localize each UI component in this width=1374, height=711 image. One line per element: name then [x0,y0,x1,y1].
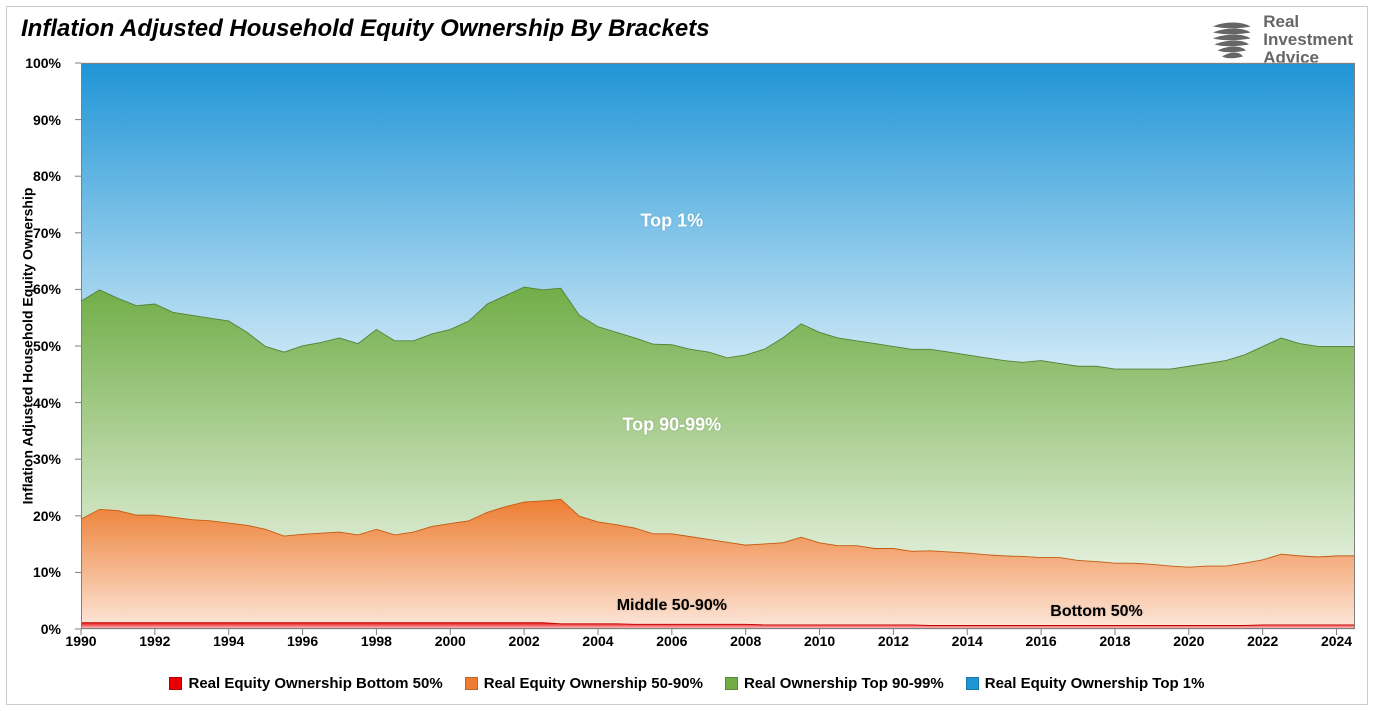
legend: Real Equity Ownership Bottom 50% Real Equ… [7,675,1367,692]
brand-block: Real Investment Advice [1207,13,1353,67]
chart-title: Inflation Adjusted Household Equity Owne… [21,15,710,43]
area-label: Bottom 50% [1050,603,1142,621]
legend-label: Real Ownership Top 90-99% [744,675,944,692]
x-tick-label: 2012 [878,633,909,649]
area-label: Middle 50-90% [617,597,727,615]
wing-icon [1207,16,1255,64]
legend-swatch [169,677,182,690]
y-tick-label: 60% [1,281,61,297]
y-tick-label: 20% [1,508,61,524]
y-tick-label: 90% [1,112,61,128]
x-tick-label: 1990 [65,633,96,649]
x-tick-label: 1998 [361,633,392,649]
legend-swatch [725,677,738,690]
y-tick-label: 80% [1,168,61,184]
y-tick-label: 100% [1,55,61,71]
y-tick-label: 70% [1,225,61,241]
x-tick-label: 1992 [139,633,170,649]
x-tick-label: 1994 [213,633,244,649]
x-tick-label: 2016 [1026,633,1057,649]
x-tick-label: 2000 [435,633,466,649]
y-tick-label: 40% [1,395,61,411]
x-tick-label: 2010 [804,633,835,649]
legend-swatch [966,677,979,690]
x-tick-label: 1996 [287,633,318,649]
x-tick-label: 2014 [952,633,983,649]
y-tick-label: 0% [1,621,61,637]
area-label: Top 90-99% [622,415,721,436]
legend-label: Real Equity Ownership Bottom 50% [188,675,442,692]
x-tick-label: 2008 [730,633,761,649]
brand-text: Real Investment Advice [1263,13,1353,67]
y-tick-label: 10% [1,564,61,580]
legend-item: Real Equity Ownership Top 1% [966,675,1205,692]
legend-item: Real Ownership Top 90-99% [725,675,944,692]
legend-label: Real Equity Ownership Top 1% [985,675,1205,692]
x-tick-label: 2006 [656,633,687,649]
x-tick-label: 2018 [1099,633,1130,649]
x-tick-label: 2004 [582,633,613,649]
x-tick-label: 2022 [1247,633,1278,649]
x-tick-label: 2024 [1321,633,1352,649]
brand-line2: Investment [1263,31,1353,49]
plot-area [81,63,1355,629]
legend-swatch [465,677,478,690]
y-tick-label: 50% [1,338,61,354]
legend-label: Real Equity Ownership 50-90% [484,675,703,692]
area-top1 [81,63,1355,369]
x-tick-label: 2002 [509,633,540,649]
y-tick-label: 30% [1,451,61,467]
area-label: Top 1% [640,211,703,232]
chart-frame: Inflation Adjusted Household Equity Owne… [6,6,1368,705]
legend-item: Real Equity Ownership Bottom 50% [169,675,442,692]
x-tick-label: 2020 [1173,633,1204,649]
brand-line1: Real [1263,13,1353,31]
legend-item: Real Equity Ownership 50-90% [465,675,703,692]
